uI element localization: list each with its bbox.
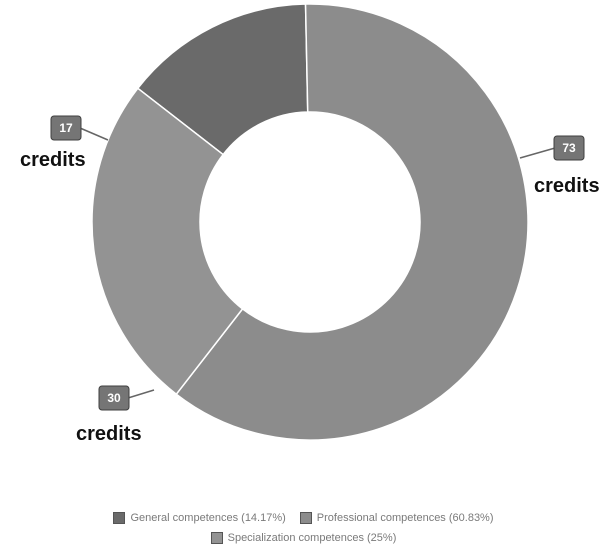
data-label-box-1 (553, 135, 585, 161)
chart-legend: General competences (14.17%) Professiona… (0, 508, 607, 548)
label-connector-0 (79, 127, 109, 141)
legend-item-professional[interactable]: Professional competences (60.83%) (299, 508, 494, 528)
donut-slice-1[interactable] (175, 3, 529, 441)
data-label-box-0 (50, 115, 82, 141)
data-label-value-1: 73 (562, 141, 576, 155)
donut-slice-2[interactable] (91, 87, 244, 396)
data-label-value-0: 17 (59, 121, 73, 135)
legend-swatch-general (113, 512, 126, 524)
data-label-unit-0: credits (20, 149, 86, 171)
legend-label-general: General competences (14.17%) (130, 512, 286, 524)
data-label-unit-1: credits (534, 175, 600, 197)
legend-label-specialization: Specialization competences (25%) (227, 532, 397, 544)
legend-label-professional: Professional competences (60.83%) (316, 512, 494, 524)
legend-swatch-professional (299, 512, 312, 524)
data-label-value-2: 30 (107, 391, 121, 405)
legend-item-general[interactable]: General competences (14.17%) (113, 508, 286, 528)
data-label-box-2 (98, 385, 130, 411)
label-connector-1 (519, 147, 556, 159)
legend-swatch-specialization (210, 532, 223, 544)
data-label-unit-2: credits (76, 423, 142, 445)
label-connector-2 (127, 389, 155, 399)
legend-item-specialization[interactable]: Specialization competences (25%) (210, 528, 397, 548)
